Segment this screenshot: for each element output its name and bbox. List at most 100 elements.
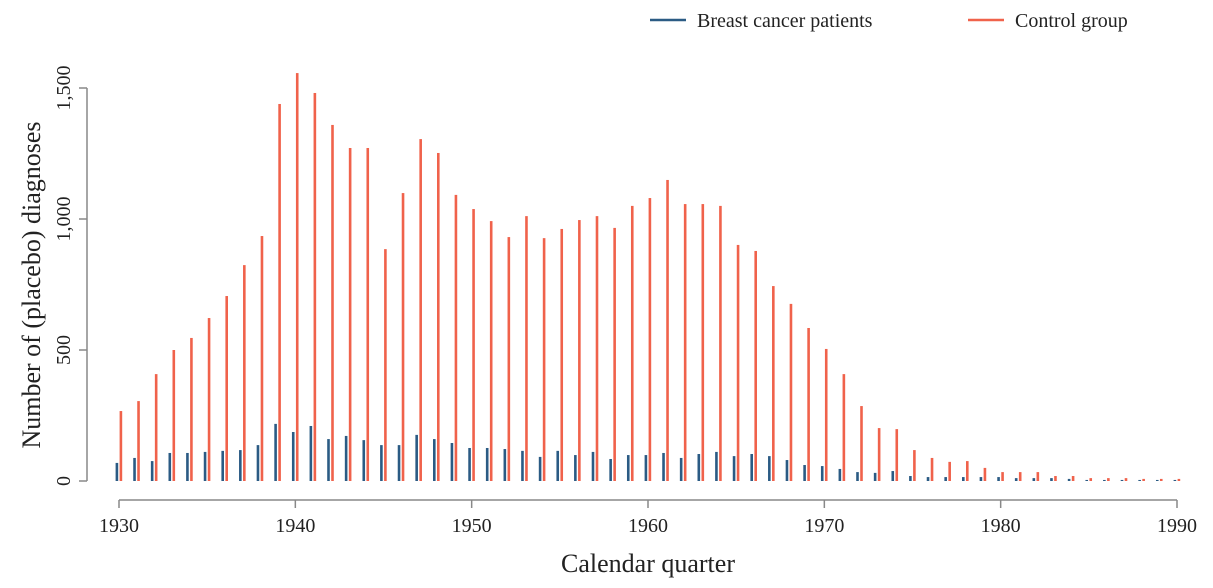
- bar: [1138, 479, 1141, 481]
- legend-label: Breast cancer patients: [697, 10, 873, 32]
- bar: [278, 103, 281, 482]
- bar: [1071, 476, 1075, 481]
- bar: [895, 429, 899, 481]
- bar: [168, 452, 172, 481]
- bar: [997, 477, 1000, 481]
- bar: [644, 455, 648, 481]
- bar: [243, 265, 246, 481]
- bar: [1142, 478, 1145, 481]
- bar: [397, 445, 401, 481]
- bar: [578, 220, 581, 481]
- bar: [913, 450, 916, 481]
- bar: [291, 432, 295, 481]
- bar: [538, 456, 542, 481]
- bar: [948, 461, 951, 481]
- bar: [507, 237, 511, 481]
- bar: [489, 221, 493, 481]
- bar: [701, 204, 705, 482]
- bar: [1124, 478, 1128, 481]
- x-tick-label: 1930: [99, 515, 139, 537]
- x-tick-label: 1980: [981, 515, 1021, 537]
- x-tick-label: 1970: [804, 515, 844, 537]
- bar: [944, 477, 947, 481]
- y-tick-label: 500: [53, 335, 75, 365]
- bar: [838, 468, 842, 481]
- bar: [736, 244, 740, 481]
- bar: [133, 457, 136, 481]
- bar: [715, 451, 718, 481]
- bar: [1014, 478, 1018, 481]
- bar: [630, 205, 634, 481]
- bar: [415, 434, 418, 481]
- bar: [472, 209, 475, 481]
- bar: [542, 238, 546, 481]
- bar: [344, 435, 348, 481]
- bar: [662, 452, 665, 481]
- y-tick-label: 0: [53, 476, 75, 486]
- bar: [327, 439, 330, 481]
- bar: [930, 457, 934, 481]
- bar: [1032, 478, 1036, 481]
- x-tick-label: 1950: [452, 515, 492, 537]
- bar: [560, 228, 564, 481]
- bar: [362, 440, 366, 481]
- bar: [877, 428, 881, 481]
- bar: [824, 348, 828, 481]
- bar: [789, 303, 793, 481]
- bar: [1159, 478, 1163, 481]
- bar: [401, 193, 405, 481]
- bar: [842, 374, 846, 481]
- bar: [609, 458, 612, 481]
- bar: [225, 296, 228, 481]
- bar: [468, 447, 471, 481]
- bar: [768, 456, 771, 481]
- bar: [454, 194, 458, 481]
- bar: [613, 227, 616, 481]
- bar: [150, 461, 154, 481]
- bar: [1085, 479, 1089, 481]
- x-tick-label: 1960: [628, 515, 668, 537]
- bar: [256, 445, 260, 481]
- bar: [384, 249, 387, 481]
- bar: [503, 449, 507, 481]
- bar: [556, 450, 560, 481]
- legend-label: Control group: [1015, 10, 1128, 32]
- bar: [1107, 478, 1110, 481]
- bar: [979, 477, 983, 481]
- bar: [591, 451, 595, 481]
- bar: [366, 147, 370, 482]
- bar: [595, 216, 599, 482]
- bar: [666, 179, 669, 481]
- bar: [450, 443, 454, 481]
- bar: [260, 236, 264, 481]
- bar: [683, 204, 687, 482]
- bar: [331, 124, 334, 481]
- bar: [856, 472, 859, 481]
- bar: [772, 286, 775, 481]
- bar: [962, 477, 965, 481]
- bar: [295, 73, 299, 481]
- bar: [648, 198, 652, 482]
- bar: [891, 471, 895, 481]
- bar: [1120, 479, 1124, 481]
- bar: [1050, 478, 1053, 481]
- x-axis-title: Calendar quarter: [561, 549, 735, 578]
- y-tick-label: 1,000: [53, 197, 75, 242]
- x-tick-label: 1940: [275, 515, 315, 537]
- bar: [820, 466, 824, 481]
- bar: [754, 250, 757, 481]
- bar: [309, 425, 313, 481]
- bar: [1089, 478, 1093, 481]
- bar: [207, 318, 211, 481]
- bar: [1001, 472, 1004, 481]
- y-axis-title: Number of (placebo) diagnoses: [17, 121, 46, 448]
- bar: [697, 454, 701, 481]
- bar: [115, 462, 119, 481]
- bar: [719, 205, 722, 481]
- bar: [807, 327, 810, 481]
- bar: [239, 450, 242, 481]
- bar: [348, 147, 352, 482]
- bar: [860, 406, 863, 481]
- bar: [419, 139, 422, 481]
